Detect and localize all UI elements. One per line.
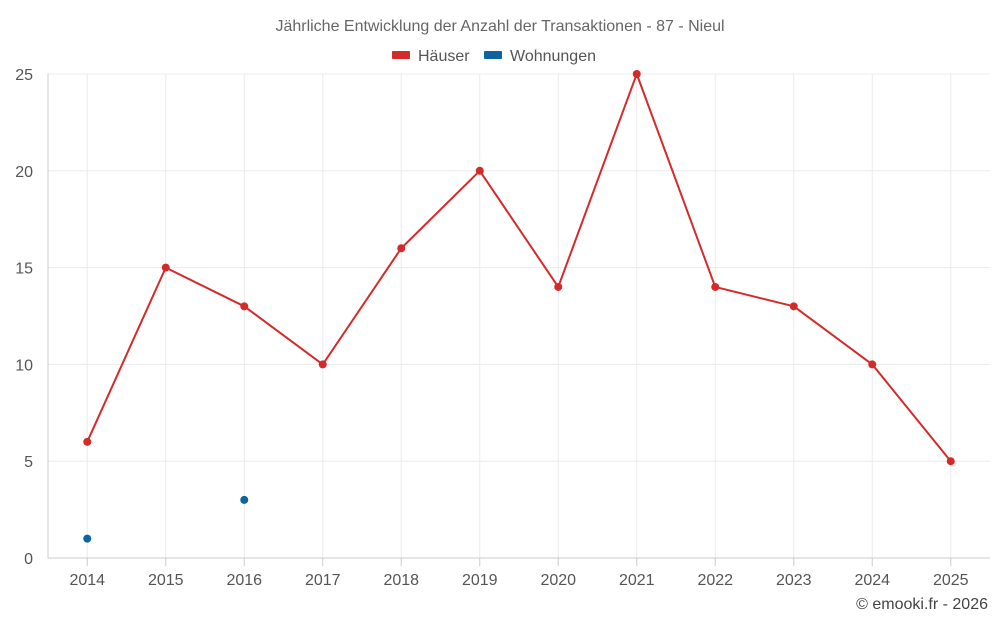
- y-tick-label: 15: [15, 261, 33, 278]
- series-line-haeuser: [86, 73, 952, 462]
- x-tick-label: 2025: [933, 572, 969, 589]
- grid: [48, 73, 990, 558]
- legend-label-haeuser: Häuser: [418, 48, 470, 65]
- x-tick-label: 2024: [854, 572, 890, 589]
- data-point-haeuser-2015[interactable]: [161, 263, 170, 272]
- x-tick-label: 2023: [776, 572, 812, 589]
- legend-item-haeuser[interactable]: Häuser: [392, 48, 470, 65]
- data-point-wohnungen-2016[interactable]: [240, 495, 249, 504]
- y-tick-label: 25: [15, 67, 33, 84]
- data-point-haeuser-2020[interactable]: [554, 282, 563, 291]
- y-axis: 0 5 10 15 20 25: [15, 67, 49, 568]
- data-point-haeuser-2023[interactable]: [789, 302, 798, 311]
- legend: Häuser Wohnungen: [392, 48, 596, 65]
- x-axis: 2014 2015 2016 2017 2018 2019 2020 2021 2022 2023…: [48, 557, 990, 589]
- data-point-haeuser-2025[interactable]: [946, 457, 955, 466]
- credit-text: © emooki.fr - 2026: [856, 596, 988, 613]
- chart-title: Jährliche Entwicklung der Anzahl der Tra…: [275, 18, 724, 35]
- data-point-haeuser-2018[interactable]: [397, 244, 406, 253]
- x-tick-label: 2022: [697, 572, 733, 589]
- y-tick-label: 5: [24, 454, 33, 471]
- y-tick-label: 10: [15, 357, 33, 374]
- x-tick-label: 2021: [619, 572, 655, 589]
- x-tick-label: 2014: [69, 572, 105, 589]
- series-wohnungen: [83, 495, 249, 543]
- x-tick-label: 2016: [226, 572, 262, 589]
- data-point-haeuser-2017[interactable]: [318, 360, 327, 369]
- x-tick-label: 2019: [462, 572, 498, 589]
- data-point-wohnungen-2014[interactable]: [83, 534, 92, 543]
- data-point-haeuser-2014[interactable]: [83, 437, 92, 446]
- data-point-haeuser-2016[interactable]: [240, 302, 249, 311]
- legend-swatch-wohnungen: [484, 51, 502, 59]
- series-layer: [83, 70, 955, 543]
- x-tick-label: 2018: [383, 572, 419, 589]
- series-haeuser: [83, 70, 955, 466]
- x-tick-label: 2017: [305, 572, 341, 589]
- y-tick-label: 20: [15, 164, 33, 181]
- data-point-haeuser-2021[interactable]: [632, 70, 641, 78]
- legend-label-wohnungen: Wohnungen: [510, 48, 596, 65]
- legend-item-wohnungen[interactable]: Wohnungen: [484, 48, 596, 65]
- legend-swatch-haeuser: [392, 51, 410, 59]
- data-point-haeuser-2024[interactable]: [868, 360, 877, 369]
- data-point-haeuser-2022[interactable]: [711, 282, 720, 291]
- data-point-haeuser-2019[interactable]: [475, 166, 484, 175]
- x-tick-label: 2020: [540, 572, 576, 589]
- x-tick-label: 2015: [148, 572, 184, 589]
- y-tick-label: 0: [24, 551, 33, 568]
